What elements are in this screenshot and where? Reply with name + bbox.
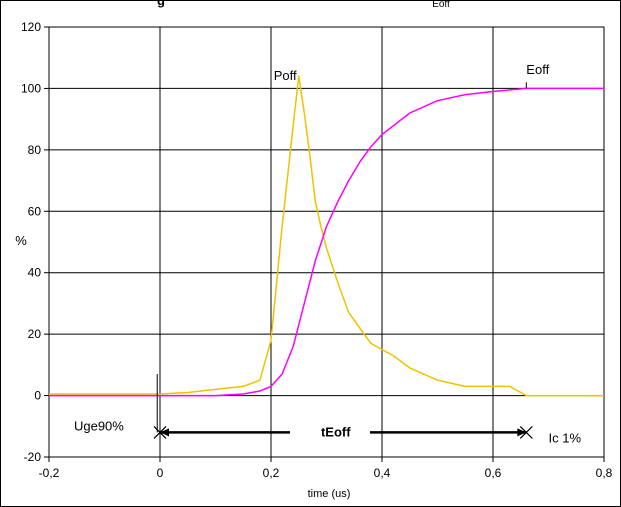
y-tick-label: 120 [21,20,41,34]
y-tick-label: 60 [28,204,42,218]
grid-lines [44,26,605,462]
x-tick-label: 0,8 [596,466,613,480]
teoff-arrowhead-left [160,428,169,437]
x-tick-label: -0,2 [39,466,60,480]
x-axis-label: time (us) [308,488,351,500]
poff-series-line [49,75,604,397]
series-group [49,75,604,397]
chart-title: g [157,1,165,8]
x-tick-labels: -0,2 0 0,2 0,4 0,6 0,8 [39,466,613,480]
uge90-label: Uge90% [74,418,124,433]
y-axis-label: % [15,233,27,248]
x-marker [153,426,167,439]
x-tick-label: 0 [157,466,164,480]
y-tick-label: 100 [21,81,41,95]
eoff-label: Eoff [526,62,549,77]
y-tick-label: -20 [24,450,42,464]
x-tick-label: 0,2 [263,466,280,480]
teoff-label: tEoff [321,424,351,439]
poff-label: Poff [274,68,297,83]
ic1-label: Ic 1% [549,431,582,446]
y-tick-label: 20 [28,327,42,341]
y-tick-label: 80 [28,143,42,157]
teoff-arrowhead-right [517,428,527,437]
x-marker [519,426,533,439]
x-tick-label: 0,4 [374,466,391,480]
eoff-series-line [49,87,604,397]
y-tick-labels: -20 0 20 40 60 80 100 120 [21,20,41,464]
annotations: Poff Eoff Uge90% tEoff Ic 1% [74,62,581,446]
y-tick-label: 0 [34,389,41,403]
x-tick-label: 0,6 [485,466,502,480]
chart-title-subscript: Eoff [432,1,450,10]
y-tick-label: 40 [28,266,42,280]
